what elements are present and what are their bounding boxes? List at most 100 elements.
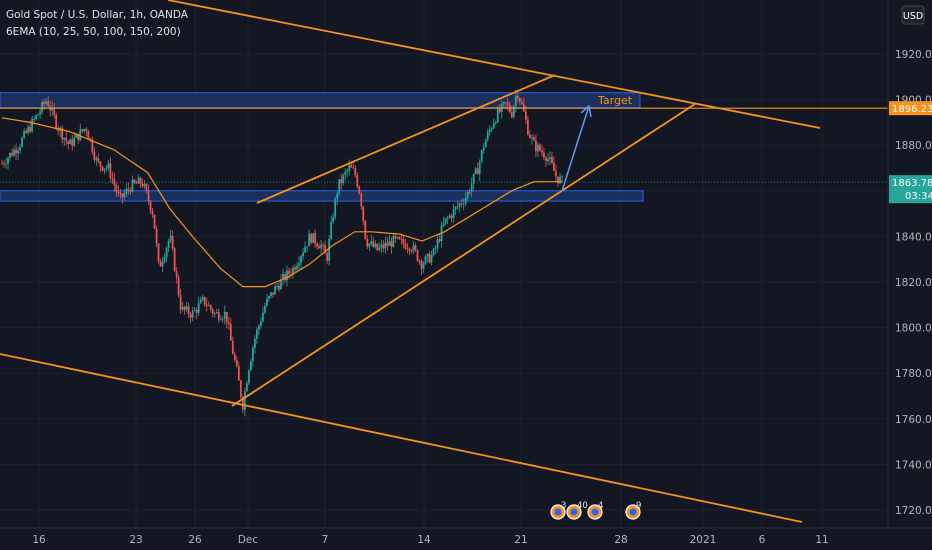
candle [25, 128, 27, 134]
candle [318, 243, 321, 249]
candle [286, 265, 288, 287]
candle [264, 302, 266, 315]
candle [535, 134, 537, 158]
candle [75, 132, 78, 139]
candle [446, 215, 449, 225]
candle [85, 126, 88, 137]
trendlines[interactable] [0, 0, 821, 523]
candle [470, 177, 473, 198]
event-badge[interactable]: 9 [625, 501, 641, 520]
candle [512, 104, 515, 120]
candle [15, 143, 17, 160]
candle [380, 239, 383, 254]
candle [13, 146, 15, 157]
candle [121, 192, 124, 204]
support-resistance-zone[interactable] [0, 92, 641, 109]
candle [346, 168, 349, 178]
candle [270, 292, 272, 299]
candle [322, 242, 325, 252]
time-tick: 7 [322, 534, 329, 546]
candle [229, 318, 232, 341]
candle [454, 205, 457, 215]
candle [362, 205, 365, 226]
candle [330, 215, 333, 241]
candle [37, 113, 40, 116]
candle [549, 151, 551, 166]
price-tick: 1740.000 [895, 459, 932, 471]
candle [107, 159, 110, 171]
candle [502, 101, 505, 109]
wedge-support-line[interactable] [231, 103, 696, 407]
candle [165, 246, 168, 263]
candle [438, 234, 441, 243]
lower-channel-line[interactable] [0, 353, 803, 523]
candle [231, 336, 234, 355]
candle [169, 229, 172, 244]
candle [394, 233, 397, 243]
candle [304, 241, 306, 254]
candle [370, 234, 373, 247]
candle [288, 267, 290, 280]
candle [99, 160, 102, 173]
candle [466, 190, 469, 201]
support-resistance-zone[interactable] [0, 190, 644, 202]
price-tick: 1920.000 [895, 49, 932, 61]
candle [258, 323, 260, 336]
candle [430, 250, 433, 266]
candle [135, 180, 138, 184]
candle [434, 245, 437, 255]
candle [374, 240, 377, 249]
candle [356, 172, 359, 189]
candle [209, 304, 212, 313]
candle [149, 200, 152, 215]
candle [239, 379, 242, 400]
candle [111, 171, 114, 185]
candle [113, 172, 116, 192]
upper-channel-line[interactable] [167, 0, 821, 129]
candle [404, 238, 407, 250]
event-badge[interactable]: 40 [566, 501, 588, 520]
candle [484, 138, 487, 148]
candle [460, 198, 463, 208]
candle [555, 164, 557, 182]
candle [47, 96, 50, 107]
candle [294, 264, 296, 273]
candle [147, 184, 150, 206]
candle [316, 241, 319, 250]
candle [308, 229, 310, 247]
candle [139, 176, 142, 189]
price-tick: 1760.000 [895, 414, 932, 426]
candle [17, 147, 19, 160]
candle [280, 274, 282, 290]
time-axis[interactable]: 16 23 26 Dec 7 14 21 28 2021 6 11 [32, 534, 828, 546]
wedge-resistance-line[interactable] [256, 74, 556, 204]
candle [442, 216, 445, 228]
candle [476, 162, 479, 175]
candle [372, 237, 375, 248]
event-badge[interactable]: 4 [587, 501, 603, 520]
candle [386, 236, 389, 251]
indicator-label: 6EMA (10, 25, 50, 100, 150, 200) [6, 26, 181, 38]
event-badge[interactable]: 3 [550, 501, 566, 520]
candle [141, 178, 144, 189]
projection-arrow[interactable] [561, 104, 592, 192]
candle [167, 238, 170, 253]
candle [344, 168, 347, 181]
svg-text:4: 4 [598, 501, 603, 511]
candle [207, 301, 210, 307]
event-badges[interactable]: 3 40 4 9 [550, 501, 641, 520]
candle [93, 146, 96, 163]
candle [348, 159, 351, 176]
candle [354, 165, 357, 178]
currency-box[interactable] [901, 5, 925, 25]
candle [340, 173, 343, 190]
time-tick: 14 [417, 534, 431, 546]
candle [274, 284, 276, 295]
candle [195, 307, 198, 320]
svg-text:9: 9 [636, 501, 641, 511]
candle [203, 296, 206, 307]
candle [109, 157, 112, 183]
candle [213, 311, 216, 318]
